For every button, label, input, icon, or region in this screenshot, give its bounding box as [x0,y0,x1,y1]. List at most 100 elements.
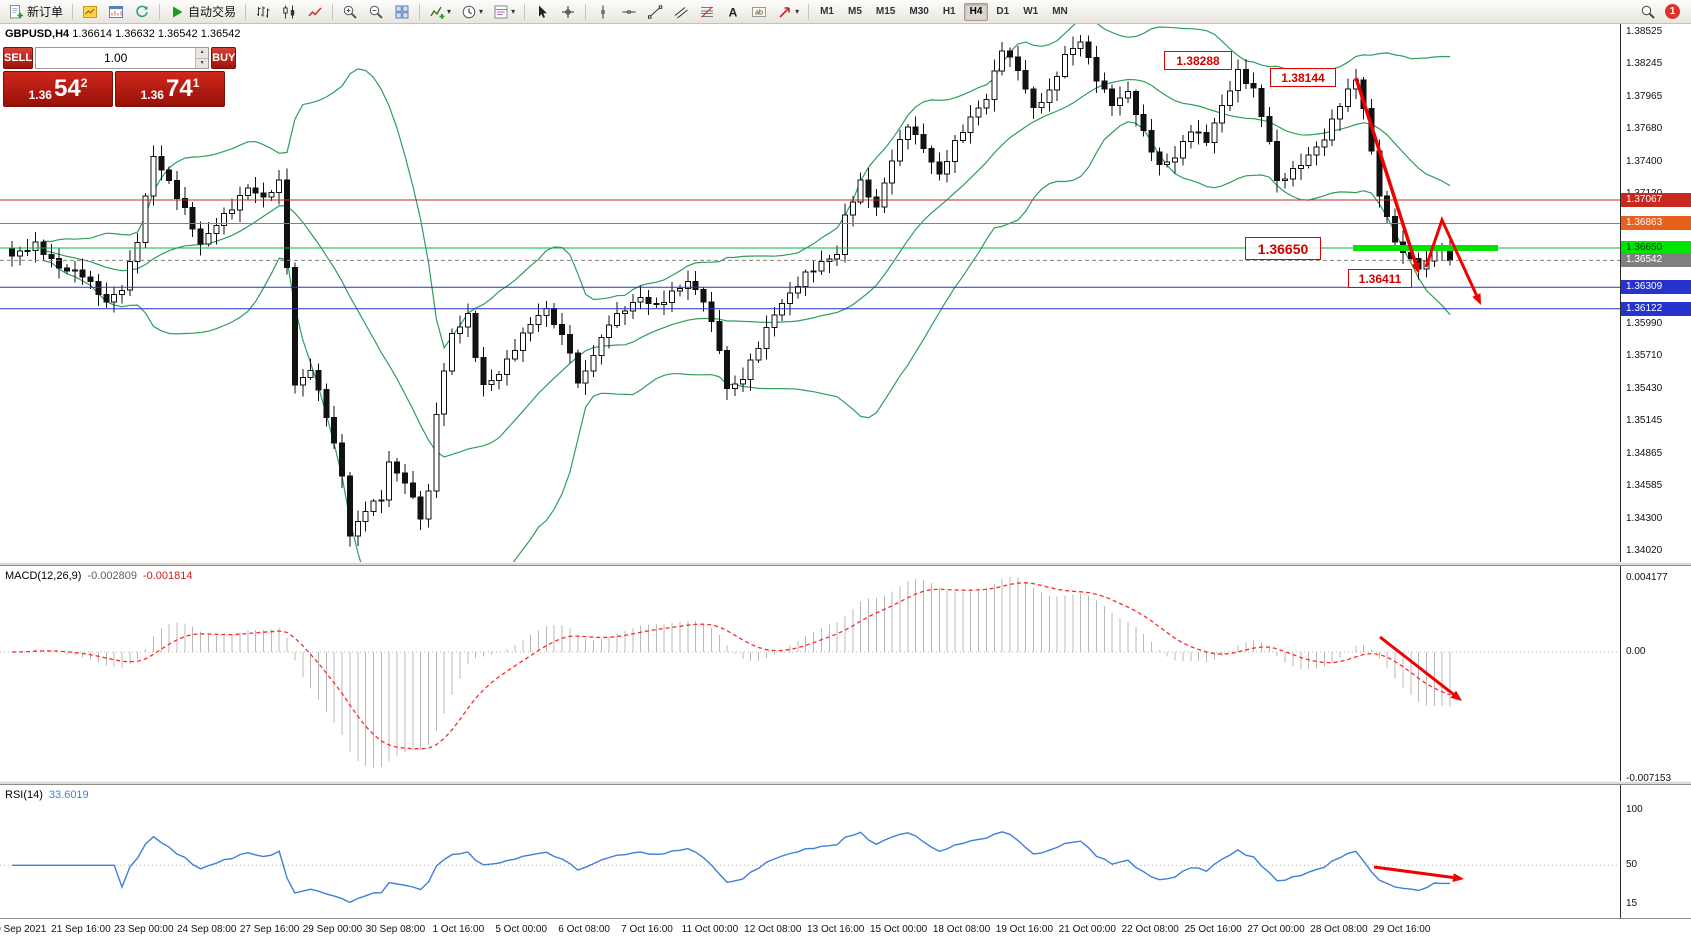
candle-bull [1179,140,1186,159]
time-axis-label: 13 Oct 16:00 [807,924,865,935]
annotation-price-label[interactable]: 1.38144 [1270,68,1336,87]
line-chart-button[interactable] [303,2,327,22]
templates-button[interactable]: ▾ [489,2,519,22]
annotation-price-label[interactable]: 1.36650 [1245,237,1321,260]
candle-bull [794,285,801,294]
text-label-button[interactable]: ab [747,2,771,22]
candle-bear [653,303,660,306]
trend-arrow[interactable] [1373,865,1454,880]
volume-increase-button[interactable]: ▲ [196,48,209,59]
bar-chart-button[interactable] [251,2,275,22]
candle-bear [645,296,652,305]
rsi-scale-tick: 50 [1626,859,1638,871]
candlestick-chart-button[interactable] [277,2,301,22]
chevron-down-icon: ▾ [447,7,452,16]
vertical-line-button[interactable] [591,2,615,22]
macd-histogram [19,576,1451,768]
volume-decrease-button[interactable]: ▼ [196,58,209,68]
periods-button[interactable]: ▾ [457,2,487,22]
timeframe-m1[interactable]: M1 [820,6,834,17]
candle-bear [1156,151,1163,166]
candle-bear [79,269,86,278]
auto-trading-button[interactable]: 自动交易 [165,2,240,22]
crosshair-button[interactable] [556,2,580,22]
buy-price-button[interactable]: 1.36 74 1 [115,71,225,107]
timeframe-mn[interactable]: MN [1052,6,1068,17]
timeframe-m15[interactable]: M15 [875,6,896,17]
chart-canvas[interactable] [0,24,1691,943]
fibonacci-button[interactable] [695,2,719,22]
bar-chart-icon [255,4,271,20]
candle-bull [771,314,778,329]
candle-bear [181,198,188,209]
channel-button[interactable] [669,2,693,22]
notification-badge[interactable]: 1 [1665,4,1680,19]
trend-arrow[interactable] [1379,635,1455,696]
price-scale-tick: 1.37965 [1626,90,1663,102]
candle-bull [32,241,39,251]
volume-field[interactable]: ▲ ▼ [35,47,210,69]
refresh-button[interactable] [130,2,154,22]
indicators-button[interactable]: ▾ [425,2,455,22]
zoom-in-button[interactable] [338,2,362,22]
search-button[interactable] [1636,2,1660,22]
sell-price-button[interactable]: 1.36 54 2 [3,71,113,107]
candle-bear [574,352,581,384]
timeframe-w1[interactable]: W1 [1023,6,1039,17]
price-scale-tick: 1.34585 [1626,479,1663,491]
support-highlight-bar[interactable] [1353,245,1498,251]
trendline-button[interactable] [643,2,667,22]
cursor-icon [534,4,550,20]
rsi-label: RSI(14) 33.6019 [5,789,89,801]
candle-bull [449,333,456,372]
tile-windows-button[interactable] [390,2,414,22]
rsi-scale-tick: 15 [1626,898,1638,909]
timeframe-h4[interactable]: H4 [963,2,989,21]
timeframe-m5[interactable]: M5 [848,6,862,17]
text-button[interactable]: A [721,2,745,22]
market-watch-button[interactable] [78,2,102,22]
price-scale-tick: 1.34865 [1626,447,1663,459]
candle-bull [842,214,848,255]
candle-bull [1227,90,1234,107]
timeframe-m30[interactable]: M30 [909,6,929,17]
candle-bull [299,376,306,386]
volume-input[interactable] [36,48,196,68]
candle-bull [425,490,432,520]
horizontal-line-button[interactable] [617,2,641,22]
periods-icon [461,4,477,20]
chevron-down-icon: ▾ [511,7,516,16]
panel-splitter[interactable] [0,562,1691,566]
candle-bear [394,461,401,474]
candle-bull [967,116,974,134]
shapes-button[interactable]: ▾ [773,2,803,22]
candle-bull [661,301,668,305]
timeframe-d1[interactable]: D1 [996,6,1010,17]
new-order-button[interactable]: 新订单 [4,2,67,22]
annotation-price-label[interactable]: 1.36411 [1348,269,1412,288]
new-chart-button[interactable] [104,2,128,22]
trend-arrow[interactable] [1354,77,1418,265]
price-scale-tag: 1.36542 [1621,253,1691,268]
trend-arrow[interactable] [1424,215,1478,296]
candle-chart-icon [281,4,297,20]
cursor-button[interactable] [530,2,554,22]
panel-splitter[interactable] [0,781,1691,785]
price-scale-tag: 1.36122 [1621,301,1691,316]
zoom-out-button[interactable] [364,2,388,22]
time-axis-label: 27 Oct 00:00 [1247,924,1305,935]
symbol-ohlc: 1.36614 1.36632 1.36542 1.36542 [72,28,241,40]
candle-bull [614,313,621,326]
candle-bear [1014,56,1021,72]
candle-bull [126,261,133,291]
timeframe-h1[interactable]: H1 [942,6,956,17]
time-axis-label: 21 Oct 00:00 [1058,924,1116,935]
sell-button[interactable]: SELL [3,47,34,69]
sell-price-big: 54 [53,75,81,102]
annotation-price-label[interactable]: 1.38288 [1164,51,1232,70]
time-axis-label: 18 Oct 08:00 [932,924,991,935]
candle-bull [802,271,809,287]
candle-bear [1085,41,1092,59]
buy-button[interactable]: BUY [211,47,237,69]
